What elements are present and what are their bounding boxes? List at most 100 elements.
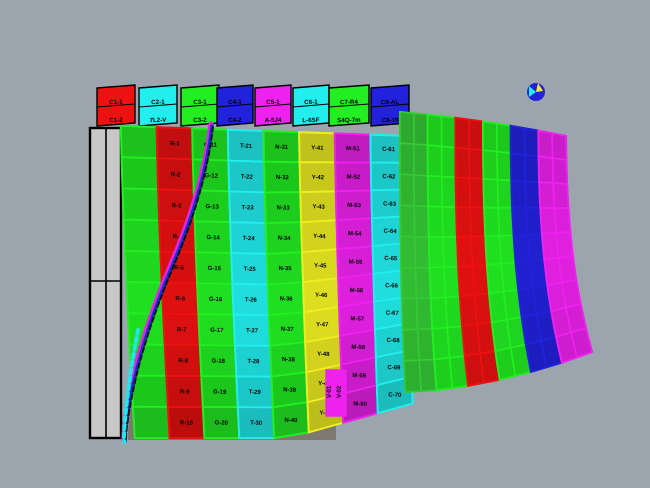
element-label: C2-1 [151, 99, 165, 106]
mesh-cell[interactable] [120, 125, 159, 160]
mesh-strip[interactable] [537, 129, 594, 365]
mesh-cell-divider [469, 207, 472, 237]
element-label: Y-46 [315, 293, 328, 299]
mesh-cell-divider [496, 179, 500, 208]
vertical-edge-tag[interactable]: V-01 [325, 369, 337, 417]
element-label: R-7 [177, 327, 188, 333]
top-label-box[interactable]: C1-1 C1-2 [96, 84, 136, 127]
element-label: R-9 [180, 389, 191, 395]
element-label: N-35 [278, 266, 292, 272]
element-label: Y-47 [316, 322, 329, 328]
mesh-cell-divider [524, 181, 528, 208]
element-label: C-70 [388, 392, 402, 398]
top-label-box[interactable]: C6-1 L-6SF [292, 84, 330, 127]
vertical-edge-tag-label: V-02 [337, 385, 343, 398]
element-label: R-3 [172, 203, 183, 209]
element-label: C6-1 [304, 99, 318, 106]
right-curved-strips[interactable] [399, 110, 594, 394]
mesh-cell[interactable] [121, 187, 161, 222]
mesh-cell[interactable] [120, 156, 160, 191]
element-label: R-8 [178, 358, 189, 364]
element-label: N-39 [283, 387, 297, 393]
mesh-cell-divider [535, 314, 542, 341]
element-label: C8-AL [381, 99, 400, 106]
mesh-cell-divider [525, 207, 529, 235]
element-label: M-54 [348, 231, 363, 237]
mesh-cell-divider [443, 267, 447, 298]
top-label-row[interactable]: C1-1 C1-2 C2-1 7L2-V C3-1 C3-2 C4-1 C4-2 C5-1 A-5… [96, 84, 410, 127]
mesh-cell[interactable] [132, 405, 171, 439]
mesh-cell[interactable] [122, 218, 162, 253]
element-label: C3-1 [193, 99, 207, 106]
mesh-cell-divider [497, 207, 501, 236]
top-label-box[interactable]: C2-1 7L2-V [138, 84, 178, 127]
top-label-box-divider [254, 103, 292, 108]
mesh-cell[interactable] [124, 249, 163, 284]
mesh-cell-divider [470, 236, 474, 266]
mesh-cell[interactable] [375, 375, 414, 415]
top-label-box[interactable]: C3-1 C3-2 [180, 84, 220, 127]
mesh-cell-divider [509, 347, 517, 376]
element-label: M-58 [351, 345, 366, 351]
element-label: R-2 [171, 172, 182, 178]
element-label: C-69 [387, 365, 401, 371]
element-label: R-6 [175, 296, 186, 302]
edge-curve-cyan-lower [122, 328, 140, 444]
element-label: C-64 [383, 229, 397, 235]
mesh-cell-divider [553, 207, 557, 233]
element-label: N-38 [282, 357, 296, 363]
element-label: T-21 [240, 144, 253, 150]
top-label-box[interactable]: C4-1 C4-2 [216, 84, 254, 127]
element-label: R-5 [174, 265, 185, 271]
element-label: C7-R4 [340, 99, 359, 106]
element-label: A-5J4 [264, 117, 282, 124]
mesh-cell-divider [413, 236, 417, 268]
element-label: N-36 [279, 296, 293, 302]
element-label: Y-48 [317, 352, 330, 358]
element-label: T-26 [245, 297, 258, 303]
element-label: T-24 [242, 236, 255, 242]
mesh-cell[interactable] [130, 374, 169, 408]
mesh-strip-collection[interactable]: R-1R-2R-3R-4R-5R-6R-7R-8R-9R-10G-11G-12G… [119, 124, 414, 440]
top-label-box[interactable]: C7-R4 S4Q-7m [328, 84, 370, 127]
element-label: T-22 [241, 174, 254, 180]
edge-curve-blue [123, 124, 214, 443]
top-label-box-divider [138, 103, 178, 108]
element-label: C8-19 [381, 117, 399, 124]
mesh-strip[interactable] [426, 113, 470, 392]
mesh-cell-divider [498, 235, 503, 264]
vertical-edge-tag[interactable]: V-02 [335, 369, 347, 417]
mesh-strip[interactable] [454, 116, 501, 387]
mesh-strip[interactable]: G-11G-12G-13G-14G-15G-16G-17G-18G-19G-20 [191, 127, 241, 440]
mesh-cell-divider [551, 158, 555, 184]
free-edge-highlight-curve [121, 121, 214, 444]
edge-curve-black [125, 126, 214, 442]
mesh-cell-divider [416, 329, 420, 361]
element-label: M-52 [346, 174, 361, 180]
element-label: Y-42 [312, 175, 325, 181]
mesh-cell-divider [479, 353, 485, 383]
element-label: C-65 [384, 256, 398, 262]
axis-x-arrow [529, 86, 536, 97]
element-label: T-28 [247, 359, 260, 365]
axis-triad-widget[interactable] [527, 83, 545, 101]
mesh-cell-divider [502, 291, 508, 320]
element-label: N-37 [281, 327, 295, 333]
element-label: G-18 [211, 359, 225, 365]
mesh-cell-divider [500, 263, 505, 292]
element-label: G-16 [209, 297, 223, 303]
element-label: Y-43 [312, 204, 325, 210]
mesh-strip[interactable] [509, 124, 564, 374]
mesh-strip[interactable]: M-51 M-52 M-53 M-54 M-55 M-56 M-57 M-58 M-59 M-60 [333, 132, 380, 425]
mesh-cell-divider [557, 257, 563, 283]
top-label-box[interactable]: C5-1 A-5J4 [254, 84, 292, 127]
element-label: C3-2 [193, 117, 207, 124]
element-label: C-63 [383, 201, 397, 207]
mesh-strip[interactable]: N-31 N-32 N-33 N-34 N-35 N-36 N-37 N-38 N-39 N-40 [262, 129, 311, 440]
element-label: M-57 [350, 316, 365, 322]
left-flat-panel[interactable] [88, 126, 123, 440]
vertical-edge-tags: V-01 V-02 [325, 369, 347, 417]
mesh-strip[interactable]: Y-41Y-42Y-43Y-44Y-45Y-46Y-47Y-48Y-49Y-50 [298, 131, 345, 434]
